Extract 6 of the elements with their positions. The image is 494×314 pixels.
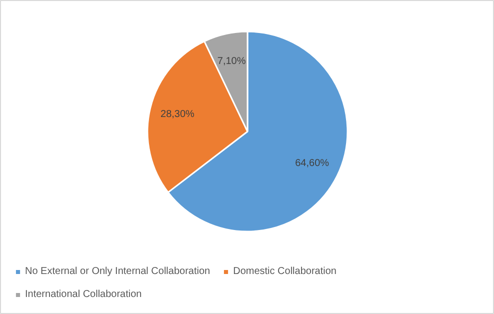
legend-label: Domestic Collaboration bbox=[233, 266, 336, 277]
legend-label: International Collaboration bbox=[25, 289, 142, 300]
data-label: 64,60% bbox=[295, 158, 330, 169]
data-label: 7,10% bbox=[217, 56, 246, 67]
legend-label: No External or Only Internal Collaboration bbox=[25, 266, 210, 277]
data-label: 28,30% bbox=[160, 109, 195, 120]
